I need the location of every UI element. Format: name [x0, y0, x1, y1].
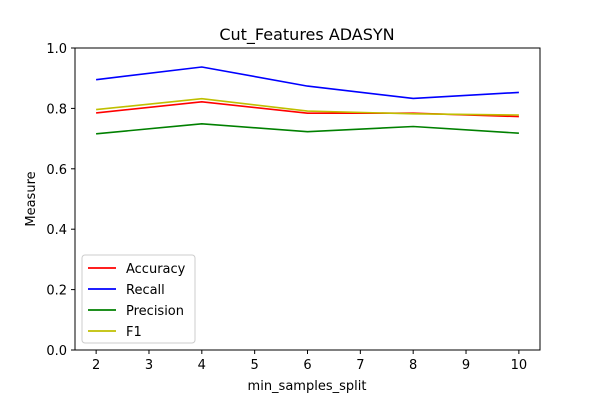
chart-title: Cut_Features ADASYN	[219, 25, 394, 45]
y-tick-label: 0.2	[46, 284, 67, 299]
x-axis-ticks: 2 3 4 5 6 7 8 9 10	[92, 350, 527, 373]
legend-label-recall: Recall	[126, 283, 165, 298]
series-lines	[96, 66, 519, 135]
x-tick-label: 7	[356, 358, 364, 373]
y-tick-label: 0.6	[46, 163, 67, 178]
legend: Accuracy Recall Precision F1	[81, 254, 196, 344]
y-tick-label: 0.8	[46, 102, 67, 117]
x-tick-label: 9	[462, 358, 470, 373]
x-tick-label: 3	[145, 358, 153, 373]
x-tick-label: 8	[409, 358, 417, 373]
x-tick-label: 2	[92, 358, 100, 373]
y-tick-label: 0.4	[46, 223, 67, 238]
legend-label-accuracy: Accuracy	[126, 262, 186, 277]
x-tick-label: 4	[198, 358, 206, 373]
legend-box	[81, 254, 196, 344]
x-tick-label: 6	[303, 358, 311, 373]
x-axis-label: min_samples_split	[248, 379, 367, 394]
series-line-recall	[96, 66, 519, 100]
legend-label-precision: Precision	[126, 304, 184, 319]
legend-entries: Accuracy Recall Precision F1	[88, 262, 186, 340]
y-tick-label: 1.0	[46, 42, 67, 57]
y-axis-label: Measure	[24, 171, 39, 226]
y-tick-label: 0.0	[46, 344, 67, 359]
series-line-f1	[96, 97, 519, 116]
x-tick-label: 10	[511, 358, 528, 373]
x-tick-label: 5	[251, 358, 259, 373]
series-line-precision	[96, 123, 519, 135]
legend-label-f1: F1	[126, 325, 142, 340]
y-axis-ticks: 0.0 0.2 0.4 0.6 0.8 1.0	[46, 42, 75, 359]
